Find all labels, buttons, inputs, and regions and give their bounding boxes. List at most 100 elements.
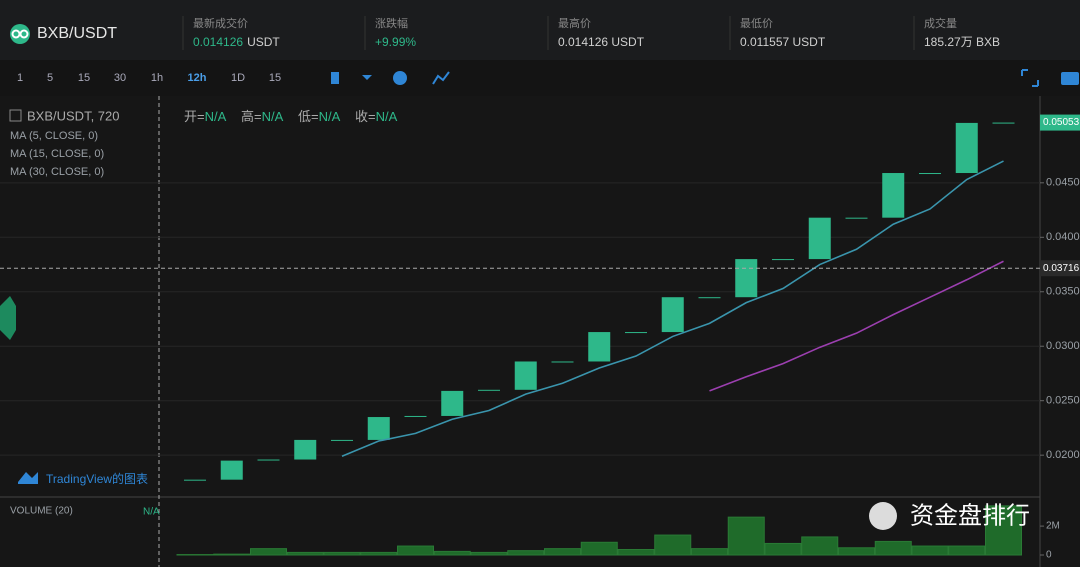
- candle: [257, 459, 280, 461]
- candle: [919, 173, 941, 175]
- collapse-icon[interactable]: [9, 109, 22, 122]
- volume-tick-label: 0: [1046, 550, 1052, 561]
- candle-icon[interactable]: [331, 72, 339, 84]
- stat-label: 最新成交价: [193, 16, 248, 30]
- ohlc-value: N/A: [319, 109, 341, 124]
- candle: [698, 297, 721, 299]
- indicator-label: MA (30, CLOSE, 0): [10, 166, 104, 178]
- toolbar-bar: [0, 60, 1080, 96]
- candle: [551, 361, 574, 363]
- ma-line: [709, 260, 1004, 392]
- ohlc-item: 开=N/A: [184, 109, 227, 124]
- indicator-label: MA (5, CLOSE, 0): [10, 130, 98, 142]
- ohlc-label: 低=: [298, 109, 319, 124]
- volume-bar: [764, 542, 802, 556]
- interval-button[interactable]: 1: [17, 72, 23, 84]
- watermark-icon: [869, 502, 897, 530]
- y-tick-label: 0.0400: [1046, 231, 1080, 243]
- interval-button[interactable]: 1D: [231, 72, 245, 84]
- interval-button[interactable]: 1h: [151, 72, 163, 84]
- indicators-icon[interactable]: [432, 71, 450, 85]
- branding[interactable]: TradingView的图表: [46, 471, 148, 486]
- last-price-label: 0.05053: [1043, 117, 1080, 128]
- fullscreen-icon[interactable]: [1021, 69, 1039, 87]
- crosshair-label-bg: [1040, 260, 1080, 277]
- camera-icon[interactable]: [1061, 72, 1079, 85]
- interval-button[interactable]: 5: [47, 72, 53, 84]
- settings-icon[interactable]: [393, 71, 407, 85]
- volume-bar: [654, 534, 692, 556]
- volume-bar: [433, 550, 471, 556]
- volume-bar: [470, 551, 508, 556]
- volume-bar: [838, 547, 875, 556]
- volume-bar: [985, 505, 1022, 556]
- logo-mark: [19, 29, 29, 39]
- volume-bar: [286, 551, 324, 556]
- volume-bar: [323, 551, 361, 556]
- ohlc-value: N/A: [262, 109, 284, 124]
- volume-bar: [213, 553, 251, 556]
- volume-bar: [911, 545, 949, 556]
- indicator-label: MA (15, CLOSE, 0): [10, 148, 104, 160]
- stat-value: +9.99%: [375, 35, 416, 49]
- volume-title: VOLUME (20): [10, 506, 73, 517]
- candle: [294, 439, 317, 460]
- candle: [220, 460, 243, 480]
- volume-bar: [507, 550, 545, 556]
- volume-bar: [727, 516, 765, 556]
- volume-bar: [691, 548, 728, 556]
- ohlc-value: N/A: [376, 109, 398, 124]
- y-tick-label: 0.0350: [1046, 286, 1080, 298]
- y-tick-label: 0.0300: [1046, 340, 1080, 352]
- legend-title: BXB/USDT, 720: [27, 108, 120, 123]
- candle: [955, 122, 978, 174]
- y-tick-label: 0.0450: [1046, 177, 1080, 189]
- volume-bar: [360, 551, 398, 556]
- stat-value: 0.014126 USDT: [193, 35, 280, 49]
- volume-bar: [580, 541, 618, 556]
- candle: [441, 390, 464, 416]
- volume-bar: [948, 545, 986, 556]
- ohlc-label: 开=: [184, 109, 205, 124]
- stat-value: 185.27万 BXB: [924, 35, 1000, 49]
- volume-bar: [801, 536, 839, 556]
- side-toggle[interactable]: [0, 296, 16, 340]
- candle: [588, 332, 611, 362]
- interval-button[interactable]: 12h: [188, 72, 207, 84]
- stat-label: 最低价: [740, 17, 773, 30]
- interval-button[interactable]: 15: [269, 72, 281, 84]
- ohlc-label: 高=: [241, 109, 262, 124]
- volume-bar: [617, 549, 655, 556]
- stat-unit: USDT: [247, 35, 280, 49]
- candle: [992, 122, 1015, 124]
- volume-tick-label: 2M: [1046, 521, 1060, 532]
- stat-value: 0.011557 USDT: [740, 35, 826, 49]
- volume-bar: [874, 540, 912, 556]
- ohlc-item: 低=N/A: [298, 109, 341, 124]
- candle: [625, 332, 647, 334]
- volume-bar: [397, 545, 434, 556]
- dropdown-icon[interactable]: [362, 75, 372, 80]
- candle: [514, 361, 537, 390]
- interval-button[interactable]: 15: [78, 72, 90, 84]
- y-tick-label: 0.0250: [1046, 395, 1080, 407]
- chart-area: [0, 96, 1080, 567]
- interval-button[interactable]: 30: [114, 72, 126, 84]
- ohlc-value: N/A: [205, 109, 227, 124]
- y-tick-label: 0.0200: [1046, 449, 1080, 461]
- volume-bar: [250, 548, 287, 556]
- stat-label: 最高价: [558, 16, 591, 30]
- candle: [478, 389, 500, 391]
- volume-bar: [544, 548, 581, 556]
- pair: BXB/USDT: [37, 25, 117, 42]
- watermark: 资金盘排行: [910, 502, 1030, 529]
- candle: [661, 297, 684, 333]
- stat-label: 涨跌幅: [375, 16, 408, 30]
- stat-value: 0.014126 USDT: [558, 35, 645, 49]
- crosshair-label: 0.03716: [1043, 263, 1080, 274]
- candle: [331, 439, 353, 441]
- candle: [404, 415, 427, 417]
- ohlc-item: 高=N/A: [241, 109, 284, 124]
